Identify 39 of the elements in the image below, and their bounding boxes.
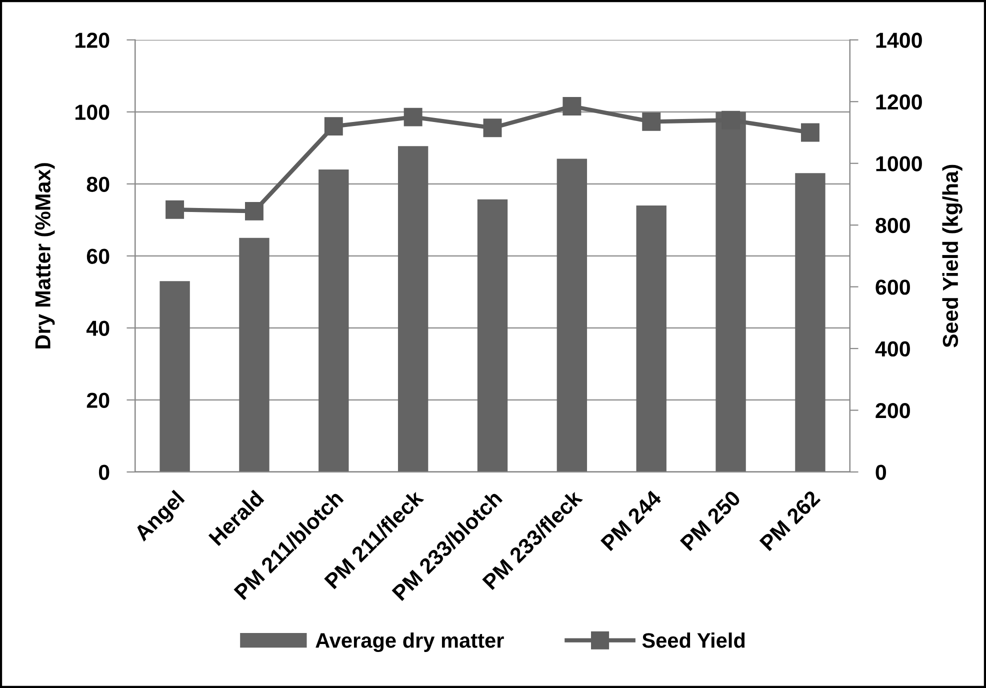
y2-tick-label: 1000 xyxy=(876,156,922,172)
bar xyxy=(556,158,588,472)
x-tick-label: PM 244 xyxy=(600,489,662,552)
y2-tick-label: 600 xyxy=(876,280,910,295)
y-tick-label: 60 xyxy=(86,248,110,264)
point xyxy=(324,117,343,136)
y-tick-label: 80 xyxy=(86,176,110,192)
point xyxy=(642,112,661,131)
bar xyxy=(239,238,270,472)
y2-tick-label: 800 xyxy=(876,218,910,234)
point xyxy=(562,97,582,116)
y2-tick-label: 1200 xyxy=(876,94,922,110)
bar xyxy=(318,170,349,472)
y2-tick-label: 200 xyxy=(876,403,910,418)
y2-tick-label: 0 xyxy=(876,464,886,480)
point xyxy=(483,118,502,138)
legend-label: Seed Yield xyxy=(642,632,745,648)
point xyxy=(244,202,264,220)
y2-tick-label: 400 xyxy=(875,341,910,357)
bar xyxy=(398,146,428,472)
x-tick-label: PM 250 xyxy=(680,490,742,552)
y2-tick-label: 1400 xyxy=(876,32,922,48)
bar xyxy=(160,281,190,472)
x-tick-label: PM 262 xyxy=(759,490,821,552)
point xyxy=(404,108,422,126)
bar xyxy=(795,173,826,472)
y-tick-label: 20 xyxy=(86,392,110,408)
y-tick-label: 0 xyxy=(98,464,110,480)
y-tick-label: 120 xyxy=(76,32,110,48)
legend-label: Average dry matter xyxy=(316,632,504,652)
y-tick-label: 100 xyxy=(76,104,110,120)
bar xyxy=(636,206,666,472)
point xyxy=(166,200,184,219)
point xyxy=(800,123,820,142)
bar xyxy=(477,199,508,472)
point xyxy=(722,110,740,130)
y2-axis-title: Seed Yield (kg/ha) xyxy=(942,164,962,348)
y-axis-title: Dry Matter (%Max) xyxy=(34,163,55,348)
y-tick-label: 40 xyxy=(86,320,110,336)
